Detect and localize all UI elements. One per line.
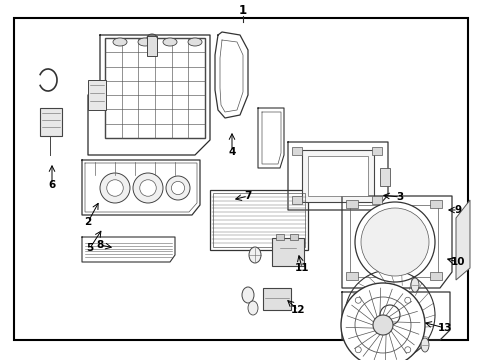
Circle shape xyxy=(171,181,184,195)
Bar xyxy=(213,193,305,247)
Bar xyxy=(14,18,467,340)
Bar xyxy=(289,234,297,240)
Circle shape xyxy=(379,305,399,325)
Bar xyxy=(349,205,437,277)
Bar xyxy=(346,272,357,280)
Ellipse shape xyxy=(113,38,127,46)
Bar xyxy=(346,200,357,208)
Circle shape xyxy=(404,297,410,303)
Circle shape xyxy=(360,208,428,276)
Text: 2: 2 xyxy=(84,217,91,227)
Ellipse shape xyxy=(187,38,202,46)
Text: 10: 10 xyxy=(450,257,464,267)
Circle shape xyxy=(354,297,361,303)
Bar xyxy=(147,36,157,56)
Text: 7: 7 xyxy=(244,191,251,201)
Text: 3: 3 xyxy=(396,192,403,202)
Circle shape xyxy=(361,287,417,343)
Bar xyxy=(429,200,441,208)
Bar xyxy=(291,147,302,155)
Text: 11: 11 xyxy=(294,263,308,273)
Bar xyxy=(105,38,204,138)
Text: 9: 9 xyxy=(453,205,461,215)
Bar xyxy=(209,190,307,250)
Circle shape xyxy=(100,173,130,203)
Ellipse shape xyxy=(410,278,418,292)
Bar xyxy=(271,238,304,266)
Ellipse shape xyxy=(420,338,428,352)
Circle shape xyxy=(372,315,392,335)
Polygon shape xyxy=(455,200,469,280)
Circle shape xyxy=(106,180,123,196)
Bar xyxy=(291,196,302,204)
Bar xyxy=(263,288,290,310)
Text: 5: 5 xyxy=(86,243,93,253)
Text: 1: 1 xyxy=(239,4,246,17)
Bar xyxy=(379,168,389,186)
Text: 12: 12 xyxy=(290,305,305,315)
Bar xyxy=(429,272,441,280)
Bar xyxy=(307,156,367,196)
Circle shape xyxy=(354,347,361,353)
Bar xyxy=(371,196,381,204)
Circle shape xyxy=(354,202,434,282)
Bar xyxy=(302,150,373,202)
Circle shape xyxy=(404,347,410,353)
Text: 4: 4 xyxy=(228,147,235,157)
Bar xyxy=(88,80,106,110)
Ellipse shape xyxy=(163,38,177,46)
Ellipse shape xyxy=(242,287,253,303)
Ellipse shape xyxy=(138,38,152,46)
Circle shape xyxy=(165,176,190,200)
Circle shape xyxy=(340,283,424,360)
Circle shape xyxy=(133,173,163,203)
Circle shape xyxy=(140,180,156,196)
Bar xyxy=(371,147,381,155)
Bar xyxy=(40,108,62,136)
Text: 6: 6 xyxy=(48,180,56,190)
Bar xyxy=(275,234,284,240)
Text: 8: 8 xyxy=(96,240,103,250)
Ellipse shape xyxy=(248,247,261,263)
Ellipse shape xyxy=(247,301,258,315)
Text: 13: 13 xyxy=(437,323,451,333)
